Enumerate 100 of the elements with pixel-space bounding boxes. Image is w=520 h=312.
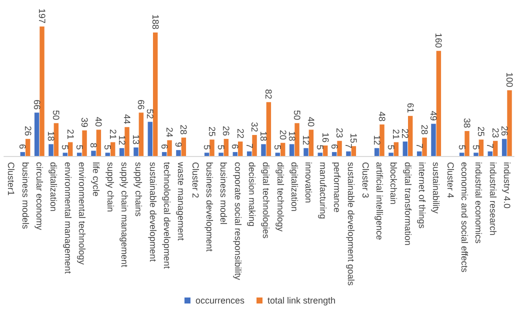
data-label: 66	[32, 100, 42, 110]
bar	[204, 152, 210, 156]
bar	[124, 127, 130, 156]
data-label: 48	[377, 111, 388, 122]
bar	[492, 140, 498, 156]
bar	[436, 50, 442, 156]
data-label: 15	[348, 133, 359, 144]
data-label: 39	[80, 117, 90, 128]
bar	[308, 130, 314, 156]
x-tick-label: digitalization	[48, 162, 59, 212]
bar	[289, 144, 294, 156]
bar	[374, 148, 380, 156]
bar	[474, 152, 478, 156]
bar	[238, 142, 243, 156]
bar	[54, 123, 59, 156]
x-tick-label: business development	[204, 162, 214, 252]
data-label: 25	[207, 126, 218, 137]
x-tick-label: digital transformation	[402, 162, 413, 246]
bar	[138, 112, 144, 156]
bar	[318, 152, 323, 156]
bar	[162, 152, 167, 156]
data-label: 100	[504, 72, 515, 88]
data-label: 7	[485, 143, 496, 148]
data-label: 5	[60, 144, 70, 150]
x-tick-label: economic and social effects	[459, 162, 470, 273]
data-label: 160	[434, 32, 444, 48]
bar	[261, 144, 266, 156]
bar	[304, 148, 308, 156]
x-tick-label: digital technology	[275, 162, 286, 232]
legend-label: occurrences	[195, 296, 245, 306]
x-tick-label: corporate social responsibility	[232, 162, 243, 281]
bar	[380, 124, 384, 156]
bar	[337, 140, 342, 156]
bar	[119, 148, 124, 156]
x-tick-label: digitalization	[289, 162, 300, 212]
x-tick-label: life cycle	[91, 162, 102, 197]
bar	[294, 123, 300, 156]
data-label: 7	[343, 143, 354, 148]
data-label: 52	[145, 108, 156, 119]
data-label: 6	[230, 144, 240, 150]
data-label: 6	[18, 144, 28, 150]
data-label: 66	[136, 100, 146, 110]
x-tick-label: waste management	[176, 161, 186, 242]
bar	[218, 152, 224, 156]
data-label: 5	[456, 144, 467, 150]
bar	[110, 142, 116, 156]
x-tick-label: internet of things	[416, 162, 427, 230]
x-tick-label: supply chains	[134, 162, 144, 218]
data-label: 18	[258, 131, 268, 142]
data-label: 7	[414, 143, 424, 148]
data-label: 5	[272, 144, 283, 150]
data-label: 23	[490, 128, 500, 138]
data-label: 18	[286, 131, 297, 142]
data-label: 50	[292, 110, 302, 120]
bar	[431, 124, 436, 156]
bar	[224, 138, 229, 156]
bar	[416, 151, 422, 156]
x-tick-label: decision making	[246, 162, 257, 227]
data-label: 25	[476, 126, 486, 137]
data-label: 8	[88, 142, 98, 148]
data-label: 16	[320, 132, 330, 142]
x-tick-label: industrial economics	[474, 162, 484, 244]
bar	[148, 122, 153, 156]
bar	[176, 150, 181, 156]
data-label: 40	[94, 116, 104, 127]
x-tick-label: manufacturing	[318, 162, 328, 220]
bar	[252, 134, 257, 156]
data-label: 82	[264, 89, 274, 100]
bar	[266, 102, 272, 156]
data-label: 5	[386, 144, 396, 150]
bar	[507, 90, 512, 156]
bar	[478, 140, 484, 156]
data-label: 44	[122, 114, 132, 124]
data-label: 61	[405, 102, 416, 113]
bar	[246, 151, 252, 156]
bar	[167, 140, 172, 156]
bar	[34, 112, 40, 156]
bar	[502, 138, 507, 156]
bar	[232, 152, 238, 156]
data-label: 32	[250, 122, 260, 132]
bar	[91, 150, 96, 156]
data-label: 13	[130, 134, 141, 144]
x-tick-label: supply chain	[105, 162, 116, 212]
data-label: 28	[178, 124, 189, 135]
bar	[20, 152, 26, 156]
data-label: 21	[108, 129, 118, 140]
data-label: 22	[235, 128, 246, 139]
x-tick-label: circular economy	[34, 162, 44, 231]
bar	[394, 142, 399, 156]
data-label: 21	[391, 129, 402, 140]
bar	[388, 152, 394, 156]
x-tick-label: sustainable development goals	[346, 162, 356, 286]
bar	[464, 131, 470, 156]
data-label: 197	[37, 8, 48, 24]
data-label: 24	[164, 127, 175, 138]
data-label: 40	[306, 116, 316, 127]
x-tick-label: artificial intelligence	[374, 162, 384, 240]
data-label: 50	[51, 110, 62, 120]
data-label: 188	[150, 14, 160, 30]
x-tick-label: supply chain management	[119, 162, 130, 268]
